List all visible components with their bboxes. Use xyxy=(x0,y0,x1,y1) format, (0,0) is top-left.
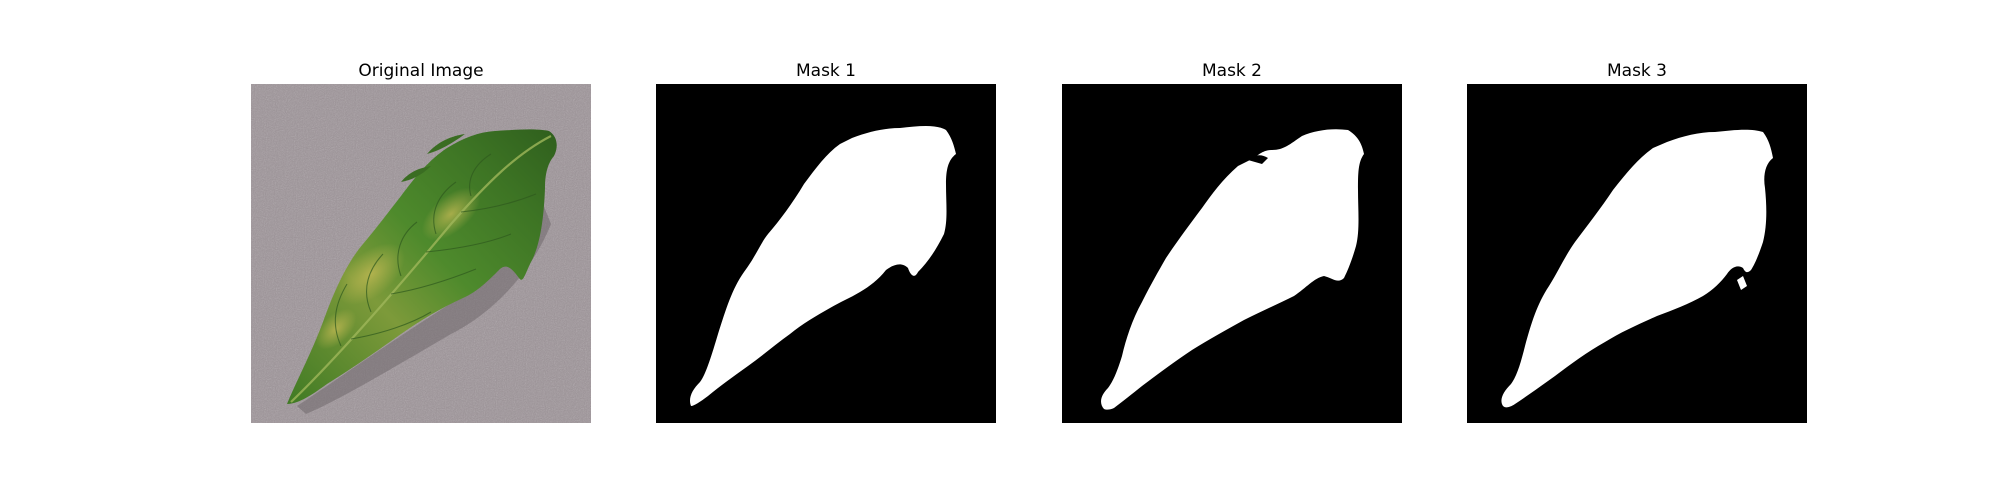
mask-2-image xyxy=(1062,84,1402,423)
panel-title: Mask 2 xyxy=(1201,61,1262,81)
panel-mask-2: Mask 2 xyxy=(1062,59,1402,423)
panel-mask-3: Mask 3 xyxy=(1467,59,1807,423)
mask-region xyxy=(690,126,956,406)
mask-region xyxy=(1101,129,1364,410)
panel-title: Mask 1 xyxy=(795,61,856,81)
mask-region xyxy=(1501,129,1773,408)
panel-title: Mask 3 xyxy=(1606,61,1667,81)
panel-mask-1: Mask 1 xyxy=(656,59,996,423)
mask-3-image xyxy=(1467,84,1807,423)
original-leaf-image xyxy=(251,84,591,423)
mask-1-image xyxy=(656,84,996,423)
panel-title: Original Image xyxy=(358,61,484,81)
panel-original-image: Original Image xyxy=(251,59,591,423)
